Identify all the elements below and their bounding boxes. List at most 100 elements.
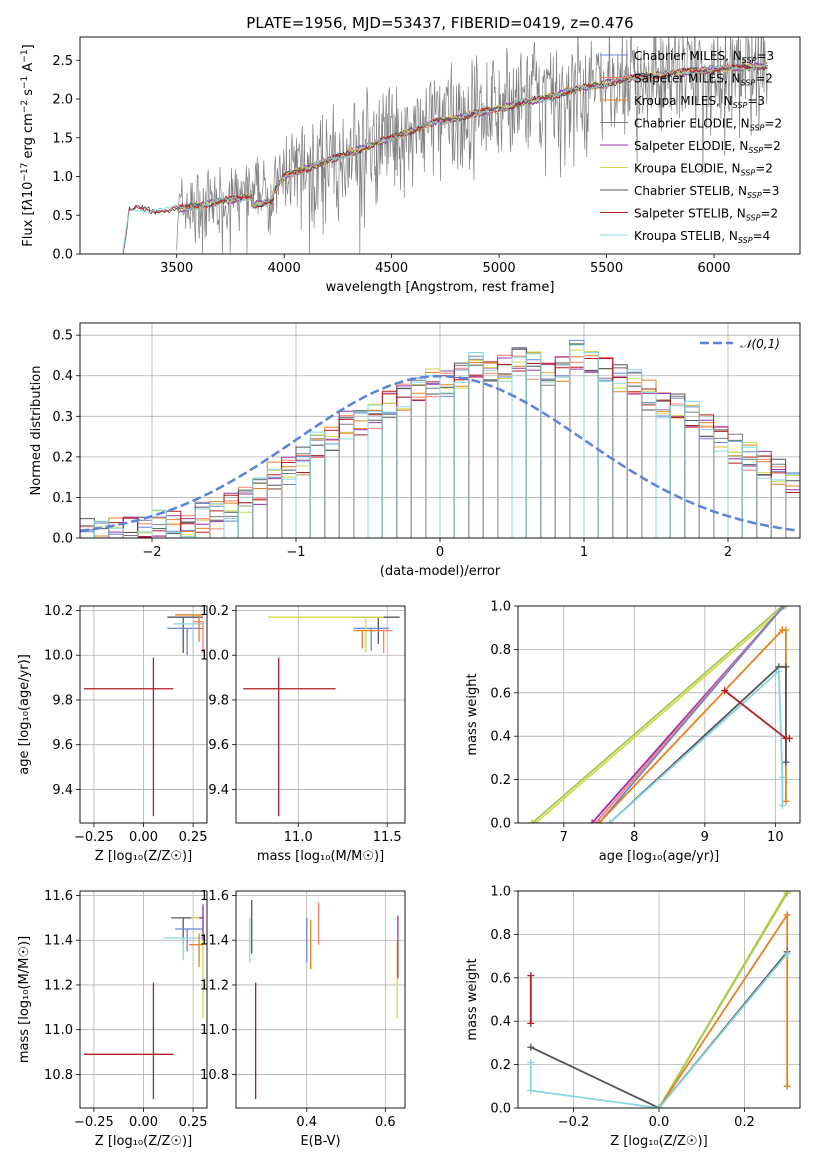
plot-area: [83, 614, 204, 817]
x-axis-label: age [log₁₀(age/yr)]: [599, 849, 720, 864]
y-tick-label: 9.4: [52, 783, 73, 798]
y-tick-label: 11.0: [44, 1023, 73, 1038]
x-tick-label: 0.25: [179, 830, 208, 845]
x-tick-label: 0.4: [296, 1115, 317, 1130]
weight-marker: [783, 950, 791, 958]
x-tick-label: 0.2: [734, 1115, 755, 1130]
y-tick-label: 0.0: [52, 532, 73, 547]
errorbar-point: [175, 928, 204, 952]
histogram-series: [80, 357, 800, 538]
legend-label: Chabrier MILES, NSSP=3: [634, 49, 774, 65]
weight-marker: [528, 819, 536, 823]
histogram-series: [80, 352, 800, 538]
grid: [518, 605, 800, 824]
y-tick-label: 0.2: [490, 773, 511, 788]
y-tick-label: 10.2: [200, 604, 229, 619]
y-tick-label: 0.8: [490, 928, 511, 943]
y-axis-label: age [log₁₀(age/yr)]: [17, 654, 32, 775]
errorbar-point: [83, 657, 174, 817]
x-tick-label: 5000: [483, 261, 516, 276]
y-tick-label: 0.8: [490, 643, 511, 658]
x-tick-label: 7: [560, 830, 568, 845]
y-tick-label: 0.6: [490, 686, 511, 701]
x-tick-label: 8: [630, 830, 638, 845]
errorbar-point: [353, 629, 377, 649]
y-tick-label: 11.6: [44, 889, 73, 904]
y-tick-label: 9.4: [208, 783, 229, 798]
x-tick-label: 1: [580, 545, 588, 560]
y-tick-label: 10.0: [44, 649, 73, 664]
panel-mass_weight_vs_age: 7 8 9 10 0.0 0.2 0.4 0.6 0.8 1.0 age [log₁₀(age/yr…: [465, 600, 801, 864]
histogram-series: [80, 354, 800, 538]
weight-marker: [606, 819, 614, 823]
weight-marker: [783, 1082, 791, 1090]
model-line: [176, 63, 768, 213]
weight-marker: [595, 819, 603, 823]
plot-area: [80, 339, 800, 538]
x-axis-label: wavelength [Angstrom, rest frame]: [326, 280, 555, 295]
weight-marker: [782, 663, 790, 671]
weight-marker: [592, 819, 600, 823]
x-tick-label: −1: [286, 545, 305, 560]
plot-area: [527, 891, 791, 1108]
weight-marker: [782, 626, 790, 634]
grid: [518, 890, 800, 1109]
legend-label: Chabrier STELIB, NSSP=3: [634, 184, 779, 200]
y-tick-label: 1.5: [52, 131, 73, 146]
axes-frame: [79, 890, 208, 1109]
grid: [80, 891, 207, 1108]
weight-marker: [527, 1019, 535, 1027]
grid: [236, 891, 405, 1108]
axes-frame: [517, 605, 801, 824]
x-tick-label: 11.5: [373, 830, 402, 845]
x-axis-label: (data-model)/error: [380, 564, 501, 579]
y-tick-label: 9.8: [208, 693, 229, 708]
errorbar-point: [268, 616, 384, 653]
y-tick-label: 11.2: [44, 978, 73, 993]
histogram-series: [80, 343, 800, 538]
weight-marker: [527, 1058, 535, 1066]
y-tick-label: 0.3: [52, 410, 73, 425]
legend-label: Chabrier ELODIE, NSSP=2: [634, 117, 782, 133]
x-tick-label: 9: [701, 830, 709, 845]
errorbar-point: [353, 627, 389, 651]
y-tick-label: 0.4: [52, 369, 73, 384]
y-tick-label: 0.5: [52, 329, 73, 344]
legend-label: 𝒩(0,1): [740, 337, 780, 351]
x-tick-label: −0.25: [74, 1115, 114, 1130]
weight-line: [531, 606, 783, 823]
weight-marker: [721, 687, 729, 695]
x-tick-label: 11.0: [284, 830, 313, 845]
panel-mass_weight_vs_Z: −0.2 0.0 0.2 0.0 0.2 0.4 0.6 0.8 1.0 Z [log₁₀(Z/Z…: [465, 885, 801, 1149]
axes-frame: [79, 322, 801, 539]
y-tick-label: 9.8: [52, 693, 73, 708]
y-tick-label: 0.1: [52, 491, 73, 506]
y-tick-label: 2.0: [52, 93, 73, 108]
y-tick-label: 2.5: [52, 54, 73, 69]
legend-label: Kroupa STELIB, NSSP=4: [634, 229, 770, 245]
x-tick-label: 0.6: [375, 1115, 396, 1130]
y-tick-label: 0.2: [490, 1058, 511, 1073]
weight-marker: [527, 972, 535, 980]
weight-line: [598, 606, 785, 823]
axes-frame: [517, 890, 801, 1109]
panel-spectrum: 3500 4000 4500 5000 5500 6000 0.0 0.5 1.0 1.5 2.0 2…: [20, 14, 801, 295]
axes-frame: [79, 36, 801, 255]
histogram-series: [80, 343, 800, 538]
x-tick-label: 4500: [375, 261, 408, 276]
weight-line: [658, 911, 789, 1108]
x-tick-label: −0.2: [558, 1115, 590, 1130]
y-tick-label: 9.6: [208, 738, 229, 753]
model-line: [122, 62, 769, 253]
x-tick-label: −0.25: [74, 830, 114, 845]
x-tick-label: 3500: [160, 261, 193, 276]
weight-line: [609, 669, 784, 823]
model-line: [122, 64, 769, 252]
weight-marker: [775, 667, 783, 675]
y-tick-label: 0.2: [52, 450, 73, 465]
axes-frame: [79, 605, 208, 824]
x-axis-label: Z [log₁₀(Z/Z☉)]: [95, 1134, 192, 1149]
plot-area: [528, 606, 793, 823]
y-tick-label: 1.0: [490, 600, 511, 615]
